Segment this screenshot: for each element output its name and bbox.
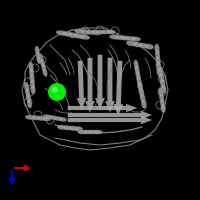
Ellipse shape: [40, 58, 45, 67]
Ellipse shape: [78, 34, 90, 40]
FancyArrowPatch shape: [95, 55, 105, 109]
Ellipse shape: [137, 80, 142, 90]
Ellipse shape: [78, 130, 88, 134]
Ellipse shape: [25, 87, 30, 97]
Ellipse shape: [31, 84, 35, 94]
FancyArrowPatch shape: [114, 61, 123, 115]
Ellipse shape: [63, 125, 72, 130]
Ellipse shape: [159, 72, 164, 82]
Ellipse shape: [126, 41, 136, 46]
Ellipse shape: [160, 78, 165, 88]
Circle shape: [52, 87, 58, 93]
Ellipse shape: [101, 30, 110, 34]
Ellipse shape: [75, 29, 85, 34]
Ellipse shape: [27, 98, 32, 108]
FancyArrowPatch shape: [68, 111, 152, 119]
Ellipse shape: [139, 87, 144, 97]
Ellipse shape: [42, 116, 51, 121]
Ellipse shape: [26, 93, 31, 103]
Ellipse shape: [62, 31, 73, 37]
Ellipse shape: [161, 104, 166, 113]
Ellipse shape: [80, 29, 90, 34]
Ellipse shape: [37, 56, 41, 64]
Ellipse shape: [88, 130, 98, 134]
Ellipse shape: [96, 30, 106, 34]
Ellipse shape: [86, 30, 96, 35]
Ellipse shape: [158, 66, 163, 76]
Ellipse shape: [125, 36, 136, 41]
Ellipse shape: [134, 60, 139, 70]
Ellipse shape: [156, 55, 160, 65]
Ellipse shape: [109, 35, 120, 39]
Ellipse shape: [58, 117, 67, 122]
Ellipse shape: [137, 75, 141, 85]
Ellipse shape: [73, 33, 84, 39]
Ellipse shape: [56, 30, 68, 36]
Ellipse shape: [31, 115, 40, 120]
Ellipse shape: [74, 126, 83, 131]
Ellipse shape: [91, 30, 101, 35]
Ellipse shape: [135, 65, 139, 75]
Ellipse shape: [43, 114, 52, 119]
Ellipse shape: [130, 37, 141, 41]
Ellipse shape: [141, 99, 147, 109]
Ellipse shape: [39, 53, 43, 62]
Ellipse shape: [83, 130, 92, 134]
Ellipse shape: [67, 32, 79, 38]
Ellipse shape: [155, 49, 160, 59]
Ellipse shape: [36, 51, 40, 59]
Circle shape: [48, 83, 66, 101]
Ellipse shape: [43, 68, 47, 77]
FancyArrowPatch shape: [105, 58, 115, 112]
Ellipse shape: [157, 66, 161, 76]
Ellipse shape: [140, 93, 145, 103]
Ellipse shape: [160, 98, 165, 107]
Ellipse shape: [138, 43, 148, 48]
Ellipse shape: [106, 30, 116, 34]
Ellipse shape: [68, 126, 77, 131]
Ellipse shape: [156, 61, 161, 71]
Ellipse shape: [36, 116, 45, 121]
Ellipse shape: [25, 115, 34, 120]
Ellipse shape: [132, 42, 142, 47]
Ellipse shape: [30, 79, 35, 89]
FancyArrowPatch shape: [68, 116, 152, 124]
Ellipse shape: [158, 87, 163, 96]
Ellipse shape: [41, 63, 46, 72]
Ellipse shape: [144, 44, 154, 49]
Ellipse shape: [92, 130, 102, 134]
Ellipse shape: [53, 116, 62, 121]
FancyArrowPatch shape: [77, 61, 86, 109]
Ellipse shape: [90, 30, 101, 34]
Ellipse shape: [114, 35, 125, 40]
Ellipse shape: [155, 44, 159, 54]
Ellipse shape: [48, 115, 57, 120]
Ellipse shape: [159, 93, 164, 102]
Ellipse shape: [120, 36, 130, 40]
Ellipse shape: [24, 82, 29, 92]
Ellipse shape: [35, 46, 39, 54]
Ellipse shape: [29, 62, 33, 72]
FancyArrowPatch shape: [85, 58, 95, 112]
Ellipse shape: [136, 70, 140, 80]
Ellipse shape: [30, 73, 34, 83]
Ellipse shape: [161, 84, 166, 94]
FancyArrowPatch shape: [68, 104, 137, 112]
Ellipse shape: [57, 125, 66, 130]
Ellipse shape: [137, 81, 143, 91]
Ellipse shape: [29, 67, 34, 77]
